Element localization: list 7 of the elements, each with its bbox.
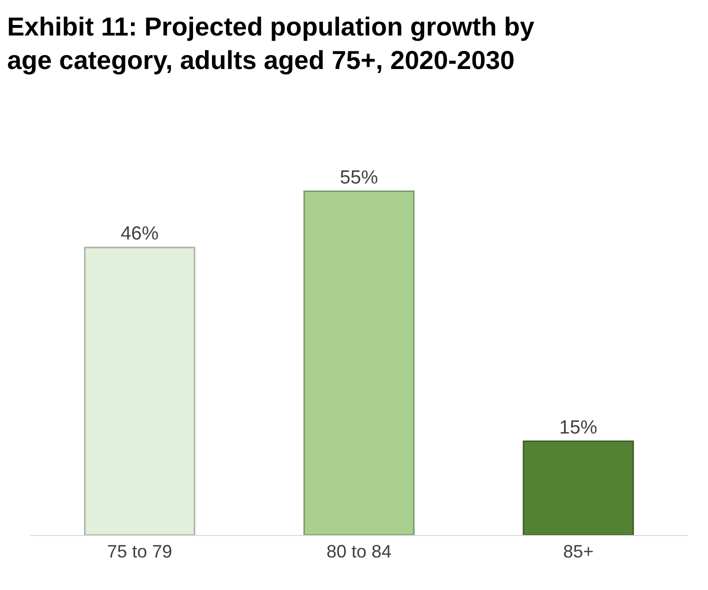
- x-tick-label: 80 to 84: [326, 542, 392, 562]
- data-label: 46%: [120, 224, 159, 244]
- data-label: 15%: [559, 417, 598, 438]
- chart-title: Exhibit 11: Projected population growth by age category, adults aged 75+, 2020-2030: [7, 11, 535, 76]
- x-tick-label: 75 to 79: [107, 542, 172, 562]
- x-tick-label: 85+: [563, 542, 594, 562]
- data-label: 55%: [340, 167, 378, 188]
